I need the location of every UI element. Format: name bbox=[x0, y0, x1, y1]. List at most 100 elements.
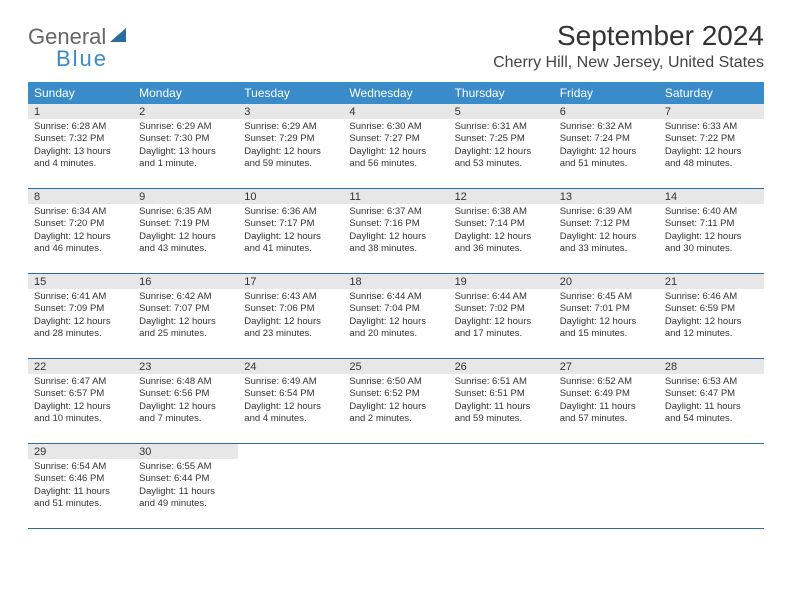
detail-line: Sunrise: 6:43 AM bbox=[244, 291, 337, 303]
detail-line: and 4 minutes. bbox=[34, 158, 127, 170]
day-details: Sunrise: 6:46 AMSunset: 6:59 PMDaylight:… bbox=[659, 289, 764, 344]
detail-line: and 28 minutes. bbox=[34, 328, 127, 340]
day-number: 7 bbox=[659, 104, 764, 119]
detail-line: Daylight: 12 hours bbox=[34, 316, 127, 328]
detail-line: Sunrise: 6:41 AM bbox=[34, 291, 127, 303]
day-cell: 9Sunrise: 6:35 AMSunset: 7:19 PMDaylight… bbox=[133, 189, 238, 273]
day-cell: 27Sunrise: 6:52 AMSunset: 6:49 PMDayligh… bbox=[554, 359, 659, 443]
detail-line: Sunset: 7:30 PM bbox=[139, 133, 232, 145]
day-details: Sunrise: 6:28 AMSunset: 7:32 PMDaylight:… bbox=[28, 119, 133, 174]
day-number: 15 bbox=[28, 274, 133, 289]
day-cell: 3Sunrise: 6:29 AMSunset: 7:29 PMDaylight… bbox=[238, 104, 343, 188]
day-number: 20 bbox=[554, 274, 659, 289]
week-row: 8Sunrise: 6:34 AMSunset: 7:20 PMDaylight… bbox=[28, 189, 764, 274]
detail-line: Sunset: 6:49 PM bbox=[560, 388, 653, 400]
weekday-header-row: SundayMondayTuesdayWednesdayThursdayFrid… bbox=[28, 82, 764, 104]
detail-line: Sunrise: 6:42 AM bbox=[139, 291, 232, 303]
day-cell: 5Sunrise: 6:31 AMSunset: 7:25 PMDaylight… bbox=[449, 104, 554, 188]
detail-line: Daylight: 12 hours bbox=[455, 146, 548, 158]
detail-line: Sunset: 7:32 PM bbox=[34, 133, 127, 145]
day-number: 19 bbox=[449, 274, 554, 289]
day-cell: 1Sunrise: 6:28 AMSunset: 7:32 PMDaylight… bbox=[28, 104, 133, 188]
day-details: Sunrise: 6:29 AMSunset: 7:30 PMDaylight:… bbox=[133, 119, 238, 174]
day-number: 11 bbox=[343, 189, 448, 204]
day-details: Sunrise: 6:36 AMSunset: 7:17 PMDaylight:… bbox=[238, 204, 343, 259]
detail-line: Sunset: 7:12 PM bbox=[560, 218, 653, 230]
detail-line: Sunrise: 6:37 AM bbox=[349, 206, 442, 218]
day-number: 25 bbox=[343, 359, 448, 374]
week-row: 22Sunrise: 6:47 AMSunset: 6:57 PMDayligh… bbox=[28, 359, 764, 444]
day-number: 23 bbox=[133, 359, 238, 374]
day-number: 3 bbox=[238, 104, 343, 119]
logo-triangle-icon bbox=[110, 28, 126, 42]
day-details: Sunrise: 6:34 AMSunset: 7:20 PMDaylight:… bbox=[28, 204, 133, 259]
detail-line: Sunset: 6:51 PM bbox=[455, 388, 548, 400]
day-details: Sunrise: 6:33 AMSunset: 7:22 PMDaylight:… bbox=[659, 119, 764, 174]
logo: General Blue bbox=[28, 20, 126, 70]
detail-line: and 36 minutes. bbox=[455, 243, 548, 255]
weekday-header: Tuesday bbox=[238, 82, 343, 104]
day-cell: 8Sunrise: 6:34 AMSunset: 7:20 PMDaylight… bbox=[28, 189, 133, 273]
day-details: Sunrise: 6:54 AMSunset: 6:46 PMDaylight:… bbox=[28, 459, 133, 514]
day-number: 13 bbox=[554, 189, 659, 204]
detail-line: Sunset: 6:52 PM bbox=[349, 388, 442, 400]
detail-line: Sunset: 7:02 PM bbox=[455, 303, 548, 315]
detail-line: Sunrise: 6:44 AM bbox=[455, 291, 548, 303]
week-row: 15Sunrise: 6:41 AMSunset: 7:09 PMDayligh… bbox=[28, 274, 764, 359]
detail-line: and 46 minutes. bbox=[34, 243, 127, 255]
detail-line: Daylight: 11 hours bbox=[34, 486, 127, 498]
day-details: Sunrise: 6:50 AMSunset: 6:52 PMDaylight:… bbox=[343, 374, 448, 429]
day-details: Sunrise: 6:29 AMSunset: 7:29 PMDaylight:… bbox=[238, 119, 343, 174]
detail-line: Daylight: 11 hours bbox=[560, 401, 653, 413]
detail-line: Daylight: 12 hours bbox=[34, 231, 127, 243]
detail-line: and 56 minutes. bbox=[349, 158, 442, 170]
detail-line: and 51 minutes. bbox=[34, 498, 127, 510]
weeks-container: 1Sunrise: 6:28 AMSunset: 7:32 PMDaylight… bbox=[28, 104, 764, 529]
detail-line: Daylight: 12 hours bbox=[139, 231, 232, 243]
detail-line: Sunset: 7:17 PM bbox=[244, 218, 337, 230]
detail-line: Daylight: 12 hours bbox=[455, 316, 548, 328]
detail-line: and 1 minute. bbox=[139, 158, 232, 170]
detail-line: Sunset: 7:20 PM bbox=[34, 218, 127, 230]
detail-line: and 59 minutes. bbox=[455, 413, 548, 425]
day-details: Sunrise: 6:31 AMSunset: 7:25 PMDaylight:… bbox=[449, 119, 554, 174]
day-details: Sunrise: 6:47 AMSunset: 6:57 PMDaylight:… bbox=[28, 374, 133, 429]
day-details: Sunrise: 6:44 AMSunset: 7:02 PMDaylight:… bbox=[449, 289, 554, 344]
day-details: Sunrise: 6:38 AMSunset: 7:14 PMDaylight:… bbox=[449, 204, 554, 259]
detail-line: Sunrise: 6:35 AM bbox=[139, 206, 232, 218]
day-details: Sunrise: 6:48 AMSunset: 6:56 PMDaylight:… bbox=[133, 374, 238, 429]
day-number: 28 bbox=[659, 359, 764, 374]
detail-line: Sunset: 7:09 PM bbox=[34, 303, 127, 315]
day-number: 14 bbox=[659, 189, 764, 204]
detail-line: Sunrise: 6:53 AM bbox=[665, 376, 758, 388]
detail-line: Sunset: 7:11 PM bbox=[665, 218, 758, 230]
detail-line: and 2 minutes. bbox=[349, 413, 442, 425]
detail-line: Sunrise: 6:50 AM bbox=[349, 376, 442, 388]
detail-line: Sunrise: 6:46 AM bbox=[665, 291, 758, 303]
day-cell bbox=[659, 444, 764, 528]
detail-line: Sunrise: 6:29 AM bbox=[139, 121, 232, 133]
day-cell: 29Sunrise: 6:54 AMSunset: 6:46 PMDayligh… bbox=[28, 444, 133, 528]
day-cell: 4Sunrise: 6:30 AMSunset: 7:27 PMDaylight… bbox=[343, 104, 448, 188]
detail-line: Sunset: 7:04 PM bbox=[349, 303, 442, 315]
detail-line: Daylight: 12 hours bbox=[139, 401, 232, 413]
weekday-header: Saturday bbox=[659, 82, 764, 104]
day-details: Sunrise: 6:32 AMSunset: 7:24 PMDaylight:… bbox=[554, 119, 659, 174]
detail-line: Daylight: 12 hours bbox=[349, 146, 442, 158]
logo-line1: General bbox=[28, 26, 108, 48]
day-number: 22 bbox=[28, 359, 133, 374]
day-cell bbox=[343, 444, 448, 528]
detail-line: Sunset: 7:24 PM bbox=[560, 133, 653, 145]
day-details: Sunrise: 6:41 AMSunset: 7:09 PMDaylight:… bbox=[28, 289, 133, 344]
location-subtitle: Cherry Hill, New Jersey, United States bbox=[493, 54, 764, 72]
detail-line: and 49 minutes. bbox=[139, 498, 232, 510]
detail-line: and 33 minutes. bbox=[560, 243, 653, 255]
calendar-grid: SundayMondayTuesdayWednesdayThursdayFrid… bbox=[28, 82, 764, 529]
day-cell: 30Sunrise: 6:55 AMSunset: 6:44 PMDayligh… bbox=[133, 444, 238, 528]
detail-line: and 43 minutes. bbox=[139, 243, 232, 255]
weekday-header: Friday bbox=[554, 82, 659, 104]
detail-line: and 48 minutes. bbox=[665, 158, 758, 170]
day-number: 9 bbox=[133, 189, 238, 204]
detail-line: Daylight: 12 hours bbox=[349, 231, 442, 243]
day-cell: 24Sunrise: 6:49 AMSunset: 6:54 PMDayligh… bbox=[238, 359, 343, 443]
